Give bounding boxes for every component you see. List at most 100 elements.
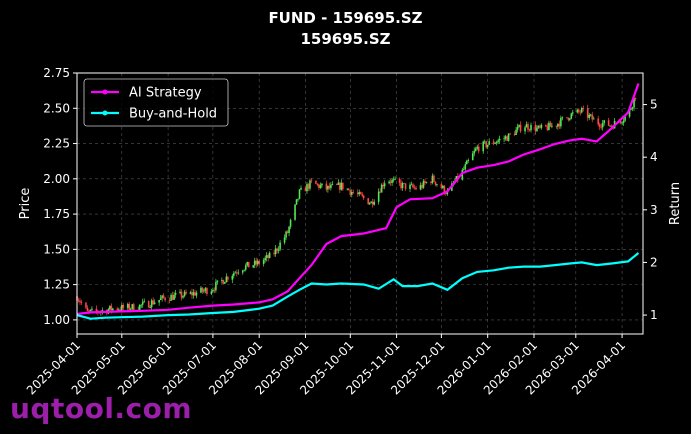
y-right-axis-label: Return xyxy=(668,182,683,225)
candle-up xyxy=(561,117,564,119)
candle-up xyxy=(394,178,396,180)
candle-down xyxy=(513,133,516,136)
candle-up xyxy=(204,288,207,291)
candle-up xyxy=(340,182,343,190)
candle-up xyxy=(118,309,120,311)
y-left-tick-label: 1.50 xyxy=(43,242,70,256)
candle-up xyxy=(321,183,323,186)
candle-down xyxy=(356,192,359,195)
y-left-tick-label: 2.75 xyxy=(43,66,70,80)
candle-up xyxy=(495,142,498,144)
candle-up xyxy=(536,127,538,132)
candle-up xyxy=(467,160,470,161)
candle-down xyxy=(528,129,531,131)
candle-down xyxy=(597,118,599,125)
candle-down xyxy=(347,188,350,191)
candle-up xyxy=(419,184,422,190)
candle-up xyxy=(548,122,550,130)
candle-up xyxy=(109,305,111,310)
candle-up xyxy=(601,123,604,128)
candle-up xyxy=(569,118,571,120)
candle-up xyxy=(503,138,505,140)
candle-down xyxy=(443,185,446,194)
candle-down xyxy=(527,124,529,130)
candle-up xyxy=(174,292,177,295)
candle-up xyxy=(388,181,390,184)
candle-down xyxy=(276,248,278,251)
candle-down xyxy=(434,181,437,185)
candle-up xyxy=(350,192,353,195)
candle-up xyxy=(300,187,302,190)
y-left-tick-label: 1.75 xyxy=(43,207,70,221)
candle-up xyxy=(200,287,202,293)
candle-down xyxy=(485,141,487,148)
candle-up xyxy=(392,179,395,181)
candle-down xyxy=(607,120,610,126)
candle-down xyxy=(286,231,289,233)
y-right-tick-label: 1 xyxy=(650,308,658,322)
candle-up xyxy=(471,153,474,161)
candle-down xyxy=(328,185,331,189)
candle-up xyxy=(486,144,489,148)
candle-down xyxy=(413,187,416,189)
candle-down xyxy=(352,192,355,193)
legend: AI Strategy Buy-and-Hold xyxy=(83,78,229,127)
candle-up xyxy=(241,270,244,273)
candle-down xyxy=(403,183,405,184)
candle-up xyxy=(373,201,375,205)
candle-up xyxy=(264,257,266,261)
candle-up xyxy=(516,126,519,130)
candle-down xyxy=(359,192,362,195)
candle-up xyxy=(225,276,228,283)
candle-up xyxy=(265,255,268,258)
candle-up xyxy=(158,299,160,303)
candle-up xyxy=(101,310,104,312)
candle-up xyxy=(173,294,175,300)
candle-up xyxy=(488,141,490,145)
candle-down xyxy=(191,292,193,296)
candle-up xyxy=(215,281,217,291)
candle-up xyxy=(183,291,186,297)
y-left-tick-label: 2.25 xyxy=(43,137,70,151)
y-left-axis-label: Price xyxy=(18,188,33,220)
candle-down xyxy=(398,178,401,183)
candle-up xyxy=(161,295,163,299)
candle-up xyxy=(633,97,635,108)
candle-down xyxy=(492,141,495,144)
candle-down xyxy=(619,121,622,123)
candle-up xyxy=(494,143,496,144)
candle-up xyxy=(179,291,181,293)
candle-up xyxy=(283,237,286,243)
candle-up xyxy=(525,124,528,128)
candle-down xyxy=(122,304,125,308)
candle-up xyxy=(476,146,479,149)
candle-down xyxy=(339,182,341,190)
candle-up xyxy=(346,188,349,190)
candle-down xyxy=(433,175,435,182)
candle-up xyxy=(560,117,562,127)
candle-down xyxy=(222,280,225,284)
y-right-tick-label: 3 xyxy=(650,203,658,217)
candle-down xyxy=(591,114,594,120)
candle-down xyxy=(558,123,561,127)
candle-down xyxy=(577,109,580,112)
candle-up xyxy=(294,204,296,220)
candle-down xyxy=(342,182,344,190)
candle-up xyxy=(306,184,308,192)
plot-frame xyxy=(76,72,644,335)
candle-up xyxy=(244,265,247,270)
candle-down xyxy=(440,184,443,189)
candle-up xyxy=(409,184,411,190)
chart-title: FUND - 159695.SZ xyxy=(268,9,423,27)
candle-up xyxy=(89,309,92,312)
candle-up xyxy=(551,125,553,127)
candle-up xyxy=(557,123,559,127)
candle-up xyxy=(330,184,332,189)
candle-down xyxy=(545,124,547,127)
candle-up xyxy=(377,191,380,202)
candle-down xyxy=(361,194,364,196)
candle-down xyxy=(318,184,320,188)
candle-up xyxy=(221,280,223,281)
candle-up xyxy=(297,198,299,200)
candle-up xyxy=(621,122,623,124)
